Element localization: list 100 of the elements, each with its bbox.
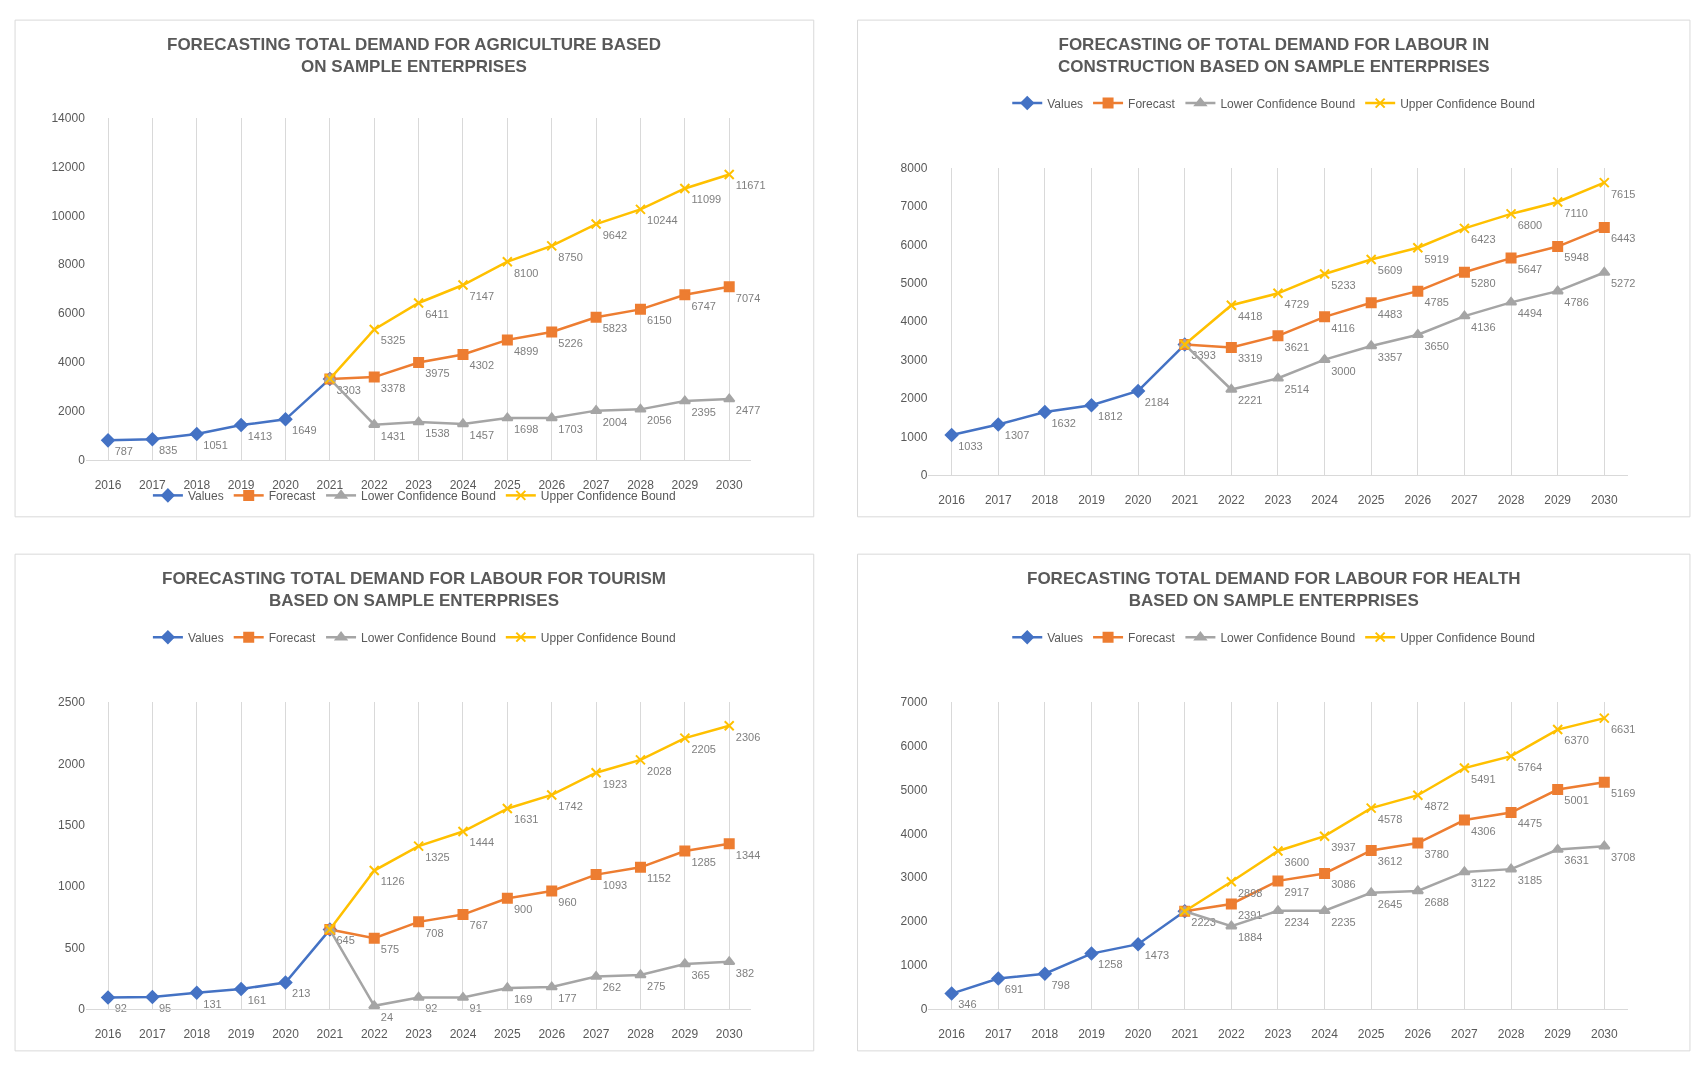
y-tick-label: 0: [920, 1001, 928, 1016]
data-label: 1126: [380, 875, 405, 888]
x-tick-label: 2030: [1590, 493, 1618, 508]
data-label: 2645: [1377, 897, 1403, 910]
x-tick-label: 2025: [1357, 493, 1385, 508]
x-tick-label: 2024: [1311, 493, 1339, 508]
data-label: 3378: [380, 381, 406, 394]
y-tick-label: 2000: [900, 391, 928, 406]
data-label: 3631: [1564, 854, 1589, 867]
data-label: 3185: [1517, 874, 1543, 887]
data-label: 5001: [1564, 794, 1589, 807]
x-tick-label: 2025: [494, 1027, 522, 1042]
legend-label: Forecast: [1128, 630, 1176, 645]
legend-label: Values: [1047, 630, 1084, 645]
x-tick-label: 2028: [1497, 1027, 1525, 1042]
x-tick-label: 2018: [1031, 1027, 1059, 1042]
legend-label: Lower Confidence Bound: [1220, 96, 1356, 111]
y-tick-label: 1000: [900, 958, 928, 973]
data-label: 4729: [1284, 298, 1310, 311]
data-label: 6411: [425, 307, 449, 320]
x-tick-label: 2030: [715, 477, 743, 492]
x-tick-label: 2017: [984, 1027, 1012, 1042]
x-tick-label: 2027: [1451, 1027, 1479, 1042]
x-tick-label: 2019: [1078, 493, 1106, 508]
x-tick-label: 2016: [938, 1027, 966, 1042]
data-label: 3612: [1377, 855, 1403, 868]
x-tick-label: 2016: [94, 1027, 122, 1042]
x-tick-label: 2028: [1497, 493, 1525, 508]
data-label: 5491: [1471, 772, 1496, 785]
x-tick-label: 2019: [227, 477, 255, 492]
data-label: 4578: [1377, 812, 1403, 825]
x-tick-label: 2024: [449, 1027, 477, 1042]
data-label: 1923: [602, 777, 628, 790]
x-tick-label: 2030: [715, 1027, 743, 1042]
x-tick-label: 2016: [94, 477, 122, 492]
data-label: 2917: [1284, 885, 1310, 898]
y-tick-label: 8000: [58, 257, 86, 272]
x-tick-label: 2021: [316, 477, 344, 492]
x-tick-label: 2016: [938, 493, 966, 508]
data-label: 6370: [1564, 734, 1589, 747]
y-tick-label: 5000: [900, 782, 928, 797]
y-tick-label: 5000: [900, 276, 928, 291]
data-label: 5647: [1517, 263, 1543, 275]
x-tick-label: 2023: [1264, 493, 1292, 508]
y-tick-label: 7000: [900, 695, 928, 710]
data-label: 1051: [203, 438, 228, 451]
legend-label: Upper Confidence Bound: [1400, 630, 1535, 645]
x-tick-label: 2029: [671, 477, 699, 492]
y-tick-label: 10000: [51, 208, 86, 223]
data-label: 131: [203, 997, 222, 1010]
data-label: 5609: [1377, 264, 1403, 277]
x-tick-label: 2026: [1404, 493, 1432, 508]
x-tick-label: 2018: [1031, 493, 1059, 508]
x-tick-label: 2018: [183, 477, 211, 492]
x-tick-label: 2024: [449, 477, 477, 492]
y-tick-label: 500: [64, 940, 86, 955]
data-label: 24: [380, 1010, 394, 1023]
x-tick-label: 2018: [183, 1027, 211, 1042]
legend-label: Upper Confidence Bound: [540, 489, 676, 504]
data-label: 1325: [425, 851, 450, 863]
data-label: 4306: [1471, 824, 1496, 837]
data-label: 3319: [1237, 352, 1263, 365]
data-label: 3000: [1331, 364, 1356, 377]
legend-label: Values: [1047, 96, 1084, 111]
legend-label: Forecast: [268, 630, 317, 645]
y-tick-label: 8000: [900, 161, 928, 176]
data-label: 1703: [558, 422, 583, 435]
data-label: 169: [513, 992, 533, 1005]
y-tick-label: 4000: [900, 826, 928, 841]
data-label: 691: [1004, 983, 1024, 996]
data-label: 1649: [292, 424, 317, 437]
data-label: 2477: [735, 403, 761, 416]
data-label: 5280: [1471, 277, 1496, 290]
data-label: 275: [647, 979, 666, 992]
data-label: 5272: [1610, 277, 1636, 290]
data-label: 5169: [1610, 787, 1636, 800]
data-label: 2234: [1284, 915, 1310, 928]
data-label: 1631: [513, 813, 539, 826]
data-label: 2004: [602, 415, 628, 428]
legend-label: Lower Confidence Bound: [361, 630, 496, 645]
data-label: 3708: [1610, 851, 1636, 864]
data-label: 2235: [1331, 915, 1356, 928]
x-tick-label: 2022: [360, 1027, 388, 1042]
x-tick-label: 2017: [139, 477, 167, 492]
data-label: 4899: [513, 344, 539, 357]
y-tick-label: 2000: [900, 914, 928, 929]
data-label: 2306: [735, 730, 761, 743]
data-label: 6631: [1610, 722, 1636, 735]
y-tick-label: 0: [78, 452, 86, 467]
data-label: 346: [958, 998, 977, 1011]
x-tick-label: 2026: [538, 1027, 566, 1042]
data-label: 575: [380, 943, 400, 956]
chart-title: FORECASTING TOTAL DEMAND FOR LABOUR FOR HEALTH BASED ON SAMPLE ENTERPRISES: [1027, 569, 1521, 611]
data-label: 3122: [1471, 876, 1496, 889]
data-label: 1258: [1098, 958, 1123, 971]
y-tick-label: 12000: [51, 159, 86, 174]
data-label: 2514: [1284, 383, 1310, 396]
y-tick-label: 0: [920, 467, 928, 482]
data-label: 365: [691, 968, 710, 981]
data-label: 7110: [1564, 206, 1588, 219]
